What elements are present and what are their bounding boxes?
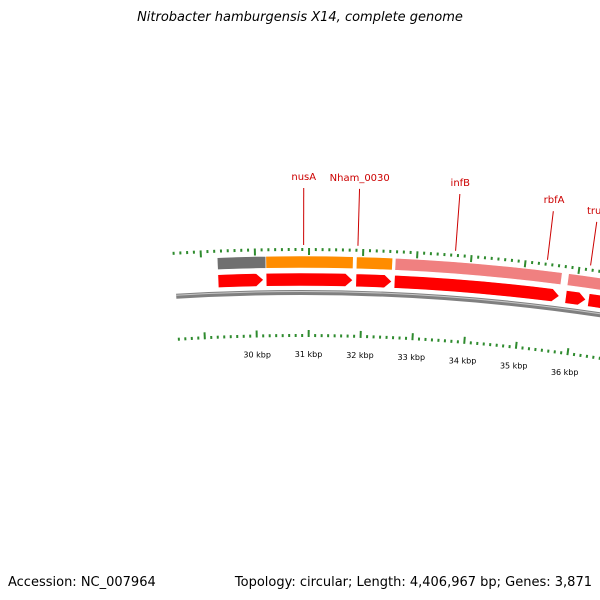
lower-tick-ring <box>177 330 600 360</box>
major-tick <box>577 266 581 274</box>
scale-label: 31 kbp <box>295 350 323 359</box>
feature-cds-arrow <box>217 273 264 288</box>
major-tick <box>566 348 570 356</box>
gene-label: truB <box>587 206 600 217</box>
gene-label: nusA <box>291 172 316 183</box>
gene-leader-line <box>455 193 461 251</box>
feature-cds-arrow <box>265 272 354 287</box>
scale-label: 30 kbp <box>243 350 271 359</box>
major-tick <box>514 341 518 349</box>
feature-grey <box>216 255 267 270</box>
gene-leader-line <box>590 221 598 266</box>
gene-label: Nham_0030 <box>330 173 390 184</box>
map-title: Nitrobacter hamburgensis X14, complete g… <box>137 10 463 25</box>
scale-label: 32 kbp <box>346 351 374 360</box>
feature-cds-arrow <box>355 273 393 289</box>
accession-label: Accession: NC_007964 <box>8 575 156 590</box>
feature-orange <box>355 256 394 271</box>
genome-summary: Topology: circular; Length: 4,406,967 bp… <box>234 575 592 590</box>
upper-tick-ring <box>172 247 600 274</box>
scale-label: 36 kbp <box>551 368 579 377</box>
feature-light <box>566 273 600 291</box>
feature-cds-arrow <box>564 290 587 306</box>
feature-light <box>394 257 563 285</box>
scale-label: 35 kbp <box>500 362 528 371</box>
feature-cds-arrow <box>587 293 600 309</box>
gene-label: infB <box>451 178 471 189</box>
feature-orange <box>265 255 354 269</box>
backbone-highlight <box>176 291 600 315</box>
scale-labels: 30 kbp 31 kbp 32 kbp 33 kbp 34 kbp 35 kbp 36 k… <box>243 350 579 377</box>
scale-label: 33 kbp <box>398 353 426 362</box>
major-tick <box>470 255 473 263</box>
genome-backbone <box>176 290 600 318</box>
major-tick <box>463 336 466 344</box>
upper-feature-track <box>216 255 600 291</box>
gene-leader-line <box>546 211 554 260</box>
gene-leader-line <box>357 188 361 246</box>
gene-label: rbfA <box>544 195 565 206</box>
lower-feature-track <box>217 272 600 309</box>
major-tick <box>523 260 527 268</box>
scale-label: 34 kbp <box>449 357 477 366</box>
feature-cds-arrow <box>393 274 560 302</box>
